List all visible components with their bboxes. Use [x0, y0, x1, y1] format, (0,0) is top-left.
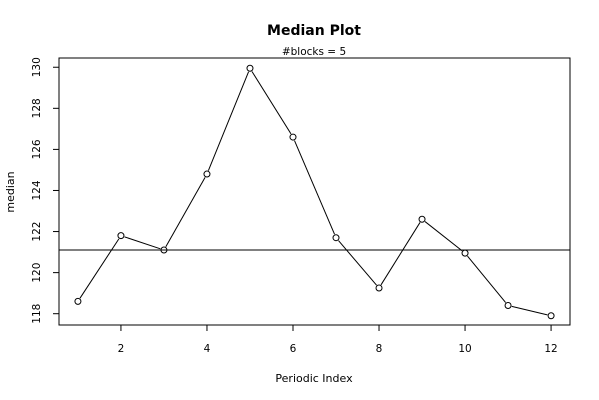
- x-tick-label: 8: [376, 343, 383, 355]
- y-tick-label: 126: [31, 139, 43, 159]
- series-line-segment: [79, 238, 120, 299]
- x-tick-label: 6: [290, 343, 297, 355]
- data-point: [418, 215, 426, 223]
- data-point: [246, 64, 254, 72]
- data-point: [375, 284, 383, 292]
- x-tick-label: 10: [458, 343, 471, 355]
- x-axis: 2 4 6 8 10 12: [118, 324, 558, 355]
- x-tick-label: 4: [204, 343, 211, 355]
- data-point: [547, 312, 555, 320]
- series-line-segment: [380, 222, 421, 286]
- y-tick-label: 122: [31, 222, 43, 242]
- y-axis: 118 120 122 124 126 128 130: [31, 57, 60, 324]
- data-point: [74, 297, 82, 305]
- x-axis-label: Periodic Index: [275, 372, 353, 385]
- series-line-segment: [251, 71, 292, 135]
- series-line-segment: [294, 140, 335, 235]
- series-line-segment: [165, 177, 206, 247]
- series-line-segment: [124, 236, 161, 250]
- data-point: [203, 170, 211, 178]
- y-tick-label: 120: [31, 263, 43, 283]
- data-point: [504, 301, 512, 309]
- chart-subtitle: #blocks = 5: [282, 46, 346, 58]
- series-line-segment: [424, 221, 463, 252]
- series-line-segment: [511, 305, 548, 316]
- data-point: [160, 246, 168, 254]
- x-tick-label: 2: [118, 343, 125, 355]
- data-point: [461, 249, 469, 257]
- series-line-segment: [467, 255, 507, 303]
- y-axis-label: median: [4, 171, 17, 212]
- data-point: [117, 232, 125, 240]
- plot-frame: [58, 57, 571, 326]
- data-point: [289, 133, 297, 141]
- y-tick-label: 128: [31, 98, 43, 118]
- chart-title: Median Plot: [267, 23, 361, 39]
- data-point: [332, 234, 340, 242]
- x-tick-label: 12: [544, 343, 557, 355]
- y-tick-label: 130: [31, 57, 43, 77]
- y-tick-label: 124: [31, 180, 43, 200]
- series-line-segment: [207, 71, 250, 171]
- series-group: [74, 64, 555, 320]
- series-line-segment: [338, 240, 377, 286]
- y-tick-label: 118: [31, 304, 43, 324]
